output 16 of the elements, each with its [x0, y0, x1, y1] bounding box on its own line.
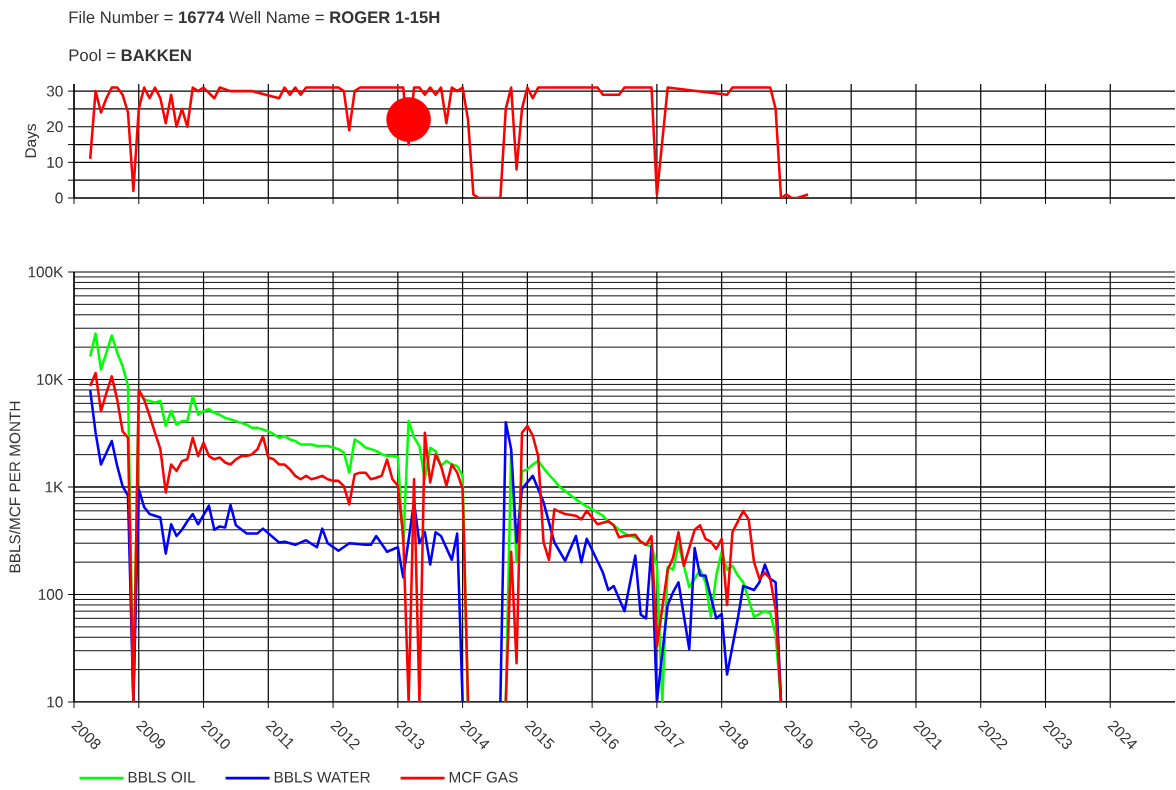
y-axis-title: Days [25, 124, 40, 158]
chart-subtitle: Pool = BAKKEN [69, 48, 191, 62]
y-tick-label: 10 [47, 156, 63, 168]
y-axis-title: BBLS/MCF PER MONTH [9, 401, 21, 573]
y-tick-label: 100 [38, 589, 63, 600]
y-tick-label: 30 [46, 85, 63, 97]
y-tick-label: 20 [47, 121, 63, 133]
y-tick-label: 100K [28, 266, 64, 278]
legend-label: MCF GAS [449, 771, 518, 783]
y-tick-label: 0 [55, 192, 63, 204]
y-tick-label: 10 [47, 696, 63, 708]
legend-label: BBLS WATER [274, 771, 370, 783]
legend-label: BBLS OIL [128, 771, 196, 783]
y-tick-label: 1K [45, 481, 64, 493]
y-tick-label: 10K [37, 374, 64, 385]
chart-title: File Number = 16774 Well Name = ROGER 1-15H [69, 10, 440, 24]
